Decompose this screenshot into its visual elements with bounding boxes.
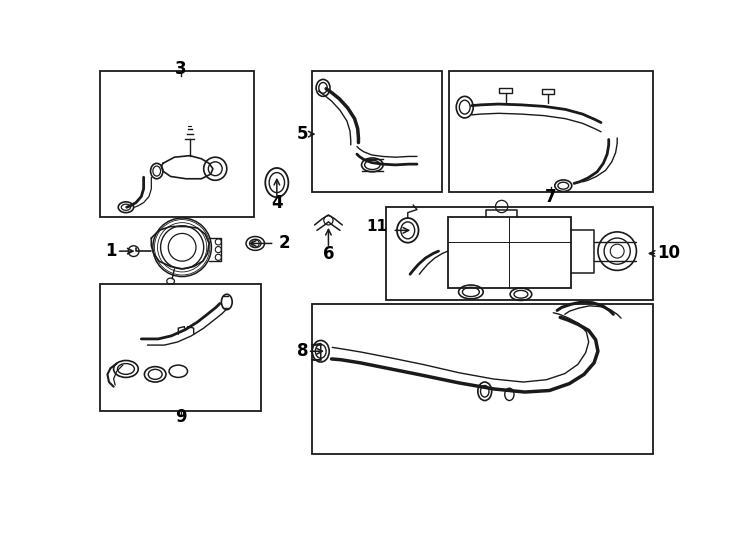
Bar	[449, 71, 653, 192]
Text: 6: 6	[323, 245, 334, 263]
Text: 10: 10	[657, 245, 680, 262]
Text: 8: 8	[297, 342, 308, 360]
Text: 2: 2	[279, 234, 291, 252]
Text: 11: 11	[367, 219, 388, 234]
Text: 1: 1	[105, 242, 116, 260]
Bar	[448, 217, 571, 288]
Text: 4: 4	[271, 194, 283, 212]
Text: 5: 5	[297, 125, 308, 143]
Bar	[312, 71, 443, 192]
Bar	[100, 71, 254, 217]
Bar	[100, 284, 261, 411]
Text: 3: 3	[175, 59, 186, 78]
Text: 9: 9	[175, 408, 186, 427]
Bar	[386, 207, 653, 300]
Text: 7: 7	[545, 188, 557, 206]
Bar	[312, 303, 653, 454]
